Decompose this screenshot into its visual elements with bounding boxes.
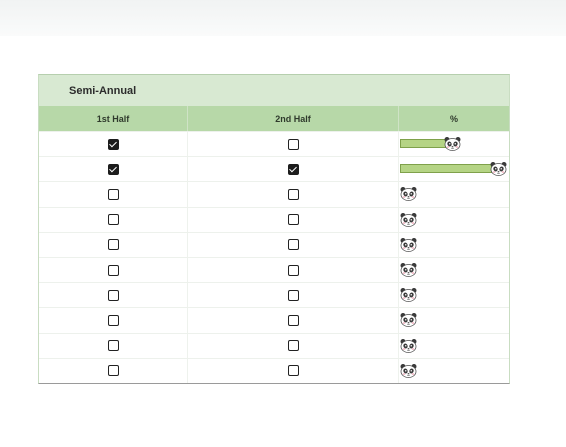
cell-1st-half — [39, 207, 188, 232]
panda-face-icon — [400, 237, 417, 252]
checkbox-1st-half[interactable] — [107, 289, 119, 301]
panda-face-icon — [400, 262, 417, 277]
cell-percent — [399, 132, 509, 156]
cell-2nd-half — [188, 232, 399, 257]
panda-face-icon — [400, 287, 417, 303]
cell-2nd-half — [188, 333, 399, 358]
cell-percent — [399, 182, 509, 206]
cell-2nd-half — [188, 132, 399, 157]
table-row — [39, 156, 509, 182]
panda-face-icon — [400, 312, 417, 328]
table-row — [39, 131, 509, 157]
progress-bar — [400, 310, 508, 330]
table-row — [39, 282, 509, 308]
cell-1st-half — [39, 308, 188, 333]
checkbox-2nd-half[interactable] — [287, 163, 299, 175]
table-row — [39, 256, 509, 283]
cell-1st-half — [39, 157, 188, 182]
progress-bar — [400, 159, 508, 179]
table-row — [39, 206, 509, 232]
checkbox-2nd-half[interactable] — [287, 188, 299, 200]
progress-bar-fill — [400, 139, 446, 149]
checkbox-1st-half[interactable] — [107, 138, 119, 150]
progress-bar — [400, 235, 508, 255]
checkbox-2nd-half[interactable] — [287, 314, 299, 326]
progress-bar — [400, 260, 508, 280]
checkbox-2nd-half[interactable] — [287, 289, 299, 301]
panda-face-icon — [444, 136, 461, 151]
checkbox-1st-half[interactable] — [107, 340, 119, 352]
table-row — [39, 181, 509, 207]
progress-bar — [400, 336, 508, 356]
cell-1st-half — [39, 182, 188, 207]
checkbox-1st-half[interactable] — [107, 365, 119, 377]
tracker-title: Semi-Annual — [39, 75, 509, 106]
panda-face-icon — [490, 161, 507, 177]
cell-2nd-half — [188, 283, 399, 308]
panda-face-icon — [400, 363, 417, 378]
cell-percent — [399, 283, 509, 307]
cell-1st-half — [39, 283, 188, 308]
progress-bar — [400, 134, 508, 154]
cell-1st-half — [39, 232, 188, 257]
checkbox-2nd-half[interactable] — [287, 264, 299, 276]
tracker-rows — [39, 131, 509, 383]
cell-1st-half — [39, 257, 188, 283]
cell-1st-half — [39, 358, 188, 383]
progress-bar — [400, 210, 508, 230]
progress-bar — [400, 361, 508, 381]
table-row — [39, 307, 509, 333]
cell-2nd-half — [188, 308, 399, 333]
checkbox-2nd-half[interactable] — [287, 138, 299, 150]
cell-percent — [399, 258, 509, 282]
panda-face-icon — [400, 338, 417, 353]
cell-percent — [399, 359, 509, 383]
header-percent: % — [449, 113, 458, 124]
table-row — [39, 357, 509, 383]
panda-face-icon — [400, 212, 417, 227]
header-2nd-half: 2nd Half — [188, 106, 399, 131]
checkbox-2nd-half[interactable] — [287, 239, 299, 251]
cell-2nd-half — [188, 157, 399, 182]
cell-percent — [399, 308, 509, 332]
checkbox-2nd-half[interactable] — [287, 214, 299, 226]
top-toolbar — [0, 0, 566, 36]
cell-2nd-half — [188, 207, 399, 232]
table-row — [39, 332, 509, 358]
cell-2nd-half — [188, 182, 399, 207]
semi-annual-tracker: Semi-Annual 1st Half 2nd Half % — [38, 74, 510, 384]
checkbox-2nd-half[interactable] — [287, 340, 299, 352]
checkbox-1st-half[interactable] — [107, 314, 119, 326]
cell-2nd-half — [188, 358, 399, 383]
cell-percent — [399, 233, 509, 257]
table-row — [39, 231, 509, 257]
checkbox-1st-half[interactable] — [107, 188, 119, 200]
progress-bar — [400, 285, 508, 305]
panda-face-icon — [400, 186, 417, 202]
cell-1st-half — [39, 333, 188, 358]
checkbox-2nd-half[interactable] — [287, 365, 299, 377]
progress-bar-fill — [400, 164, 492, 174]
cell-percent — [399, 157, 509, 181]
checkbox-1st-half[interactable] — [107, 163, 119, 175]
header-row: 1st Half 2nd Half % — [39, 106, 509, 131]
checkbox-1st-half[interactable] — [107, 214, 119, 226]
cell-percent — [399, 334, 509, 358]
header-1st-half: 1st Half — [39, 106, 188, 131]
cell-percent — [399, 208, 509, 232]
checkbox-1st-half[interactable] — [107, 239, 119, 251]
checkbox-1st-half[interactable] — [107, 264, 119, 276]
progress-bar — [400, 184, 508, 204]
cell-2nd-half — [188, 257, 399, 283]
cell-1st-half — [39, 132, 188, 157]
